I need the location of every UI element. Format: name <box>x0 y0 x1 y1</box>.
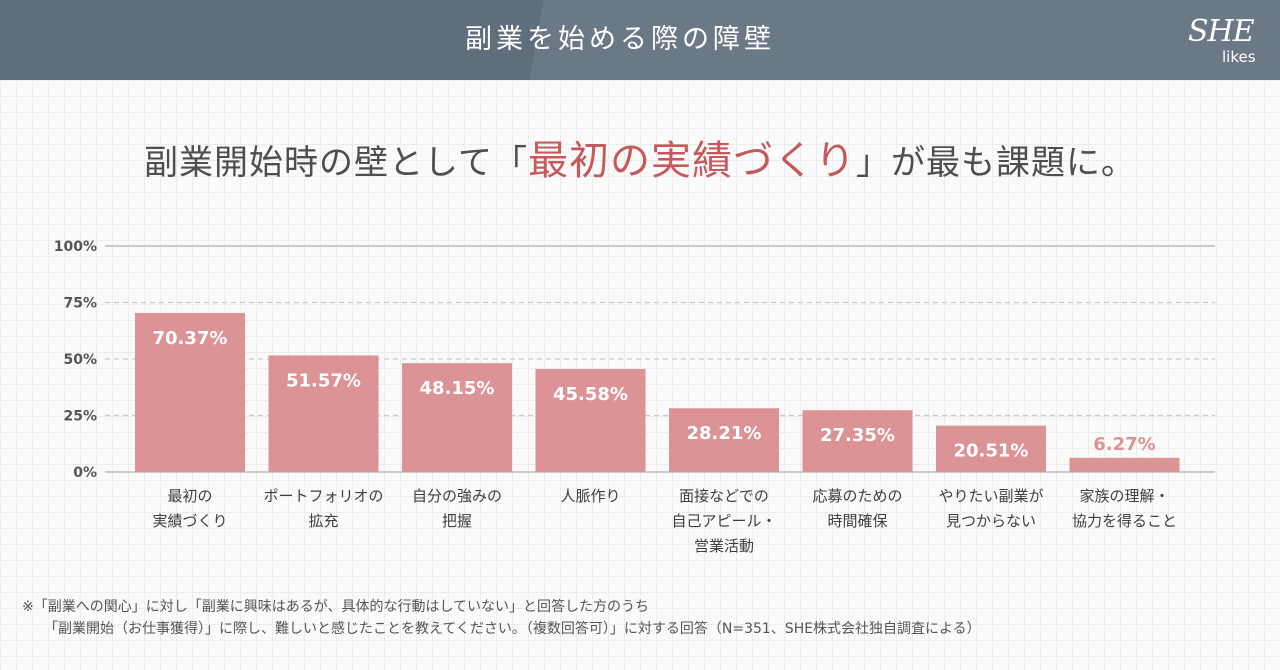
y-tick-label: 75% <box>63 296 97 312</box>
category-labels: 最初の 実績づくり ポートフォリオの 拡充 自分の強みの 把握 人脈作り 面接などでの … <box>0 484 1280 564</box>
footnote-line-2: 「副業開始（お仕事獲得）」に際し、難しいと感じたことを教えてください。（複数回答… <box>44 621 981 637</box>
bar <box>1069 457 1180 472</box>
y-tick-label: 100% <box>54 239 97 255</box>
y-tick-label: 0% <box>73 465 97 481</box>
logo-main-text: SHE <box>1188 14 1255 49</box>
bar <box>936 425 1046 472</box>
x-category-label: 自分の強みの 把握 <box>411 487 502 530</box>
headline-accent: 最初の実績づくり <box>527 138 856 184</box>
page-title: 副業を始める際の障壁 <box>465 24 775 55</box>
data-label: 6.27% <box>1093 434 1155 455</box>
x-category-label: 応募のための 時間確保 <box>812 487 903 530</box>
bar <box>669 408 779 472</box>
data-label: 28.21% <box>687 423 762 444</box>
data-label: 45.58% <box>553 384 628 405</box>
x-category-label: 最初の 実績づくり <box>152 487 228 530</box>
bar <box>535 368 646 472</box>
headline-after: 」が最も課題に。 <box>855 143 1136 183</box>
y-tick-label: 50% <box>63 352 97 368</box>
footnote: ※「副業への関心」に対し「副業に興味はあるが、具体的な行動はしていない」と回答し… <box>22 596 981 640</box>
logo-sub-text: likes <box>1222 48 1256 66</box>
data-label: 70.37% <box>153 328 228 349</box>
data-label: 48.15% <box>420 378 495 399</box>
data-label: 20.51% <box>954 441 1029 462</box>
bar <box>802 410 913 472</box>
x-category-label: やりたい副業が 見つからない <box>938 487 1044 530</box>
data-label: 27.35% <box>820 425 895 446</box>
headline: 副業開始時の壁として「最初の実績づくり」が最も課題に。 <box>0 128 1280 186</box>
header-banner: 副業を始める際の障壁 SHE likes <box>0 0 1280 80</box>
x-category-label: 面接などでの 自己アピール・ 営業活動 <box>671 487 777 555</box>
x-category-label: ポートフォリオの 拡充 <box>263 487 384 530</box>
headline-before: 副業開始時の壁として「 <box>144 143 528 183</box>
bar <box>268 355 379 472</box>
x-category-label: 家族の理解・ 協力を得ること <box>1071 487 1177 530</box>
bar <box>402 363 512 472</box>
she-likes-logo: SHE likes <box>1188 12 1262 68</box>
y-tick-label: 25% <box>63 409 97 425</box>
footnote-line-1: ※「副業への関心」に対し「副業に興味はあるが、具体的な行動はしていない」と回答し… <box>22 599 650 615</box>
bar <box>135 312 245 472</box>
data-label: 51.57% <box>286 370 361 391</box>
x-category-label: 人脈作り <box>560 487 621 505</box>
